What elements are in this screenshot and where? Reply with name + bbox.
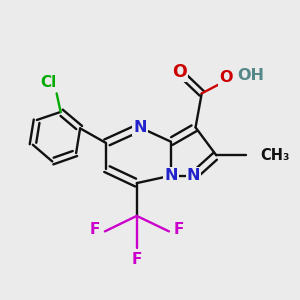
Text: N: N (133, 120, 147, 135)
Text: N: N (187, 168, 200, 183)
Text: F: F (174, 222, 184, 237)
Text: CH₃: CH₃ (260, 148, 290, 163)
Text: OH: OH (237, 68, 264, 82)
Text: O: O (219, 70, 233, 85)
Text: O: O (172, 63, 187, 81)
Text: F: F (90, 222, 100, 237)
Text: Cl: Cl (40, 75, 56, 90)
Text: N: N (164, 168, 178, 183)
Text: F: F (132, 252, 142, 267)
